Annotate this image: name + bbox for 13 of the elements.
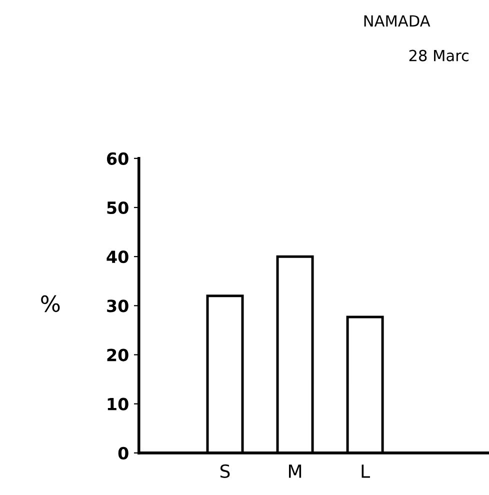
- y-tick-label: 0: [118, 446, 128, 460]
- text: 28 Marc: [409, 50, 468, 62]
- x-tick-label: S: [220, 464, 230, 478]
- x-tick-label: M: [289, 464, 302, 478]
- y-tick-label: 50: [107, 201, 128, 214]
- text: NAMADA: [364, 15, 430, 26]
- y-axis-title: %: [41, 295, 60, 312]
- x-tick-label: L: [362, 464, 370, 478]
- y-tick-label: 10: [108, 398, 128, 410]
- y-tick-label: 40: [106, 250, 128, 264]
- y-tick-label: 60: [106, 152, 128, 165]
- y-tick-label: 20: [107, 348, 128, 362]
- y-tick-label: 30: [107, 300, 128, 312]
